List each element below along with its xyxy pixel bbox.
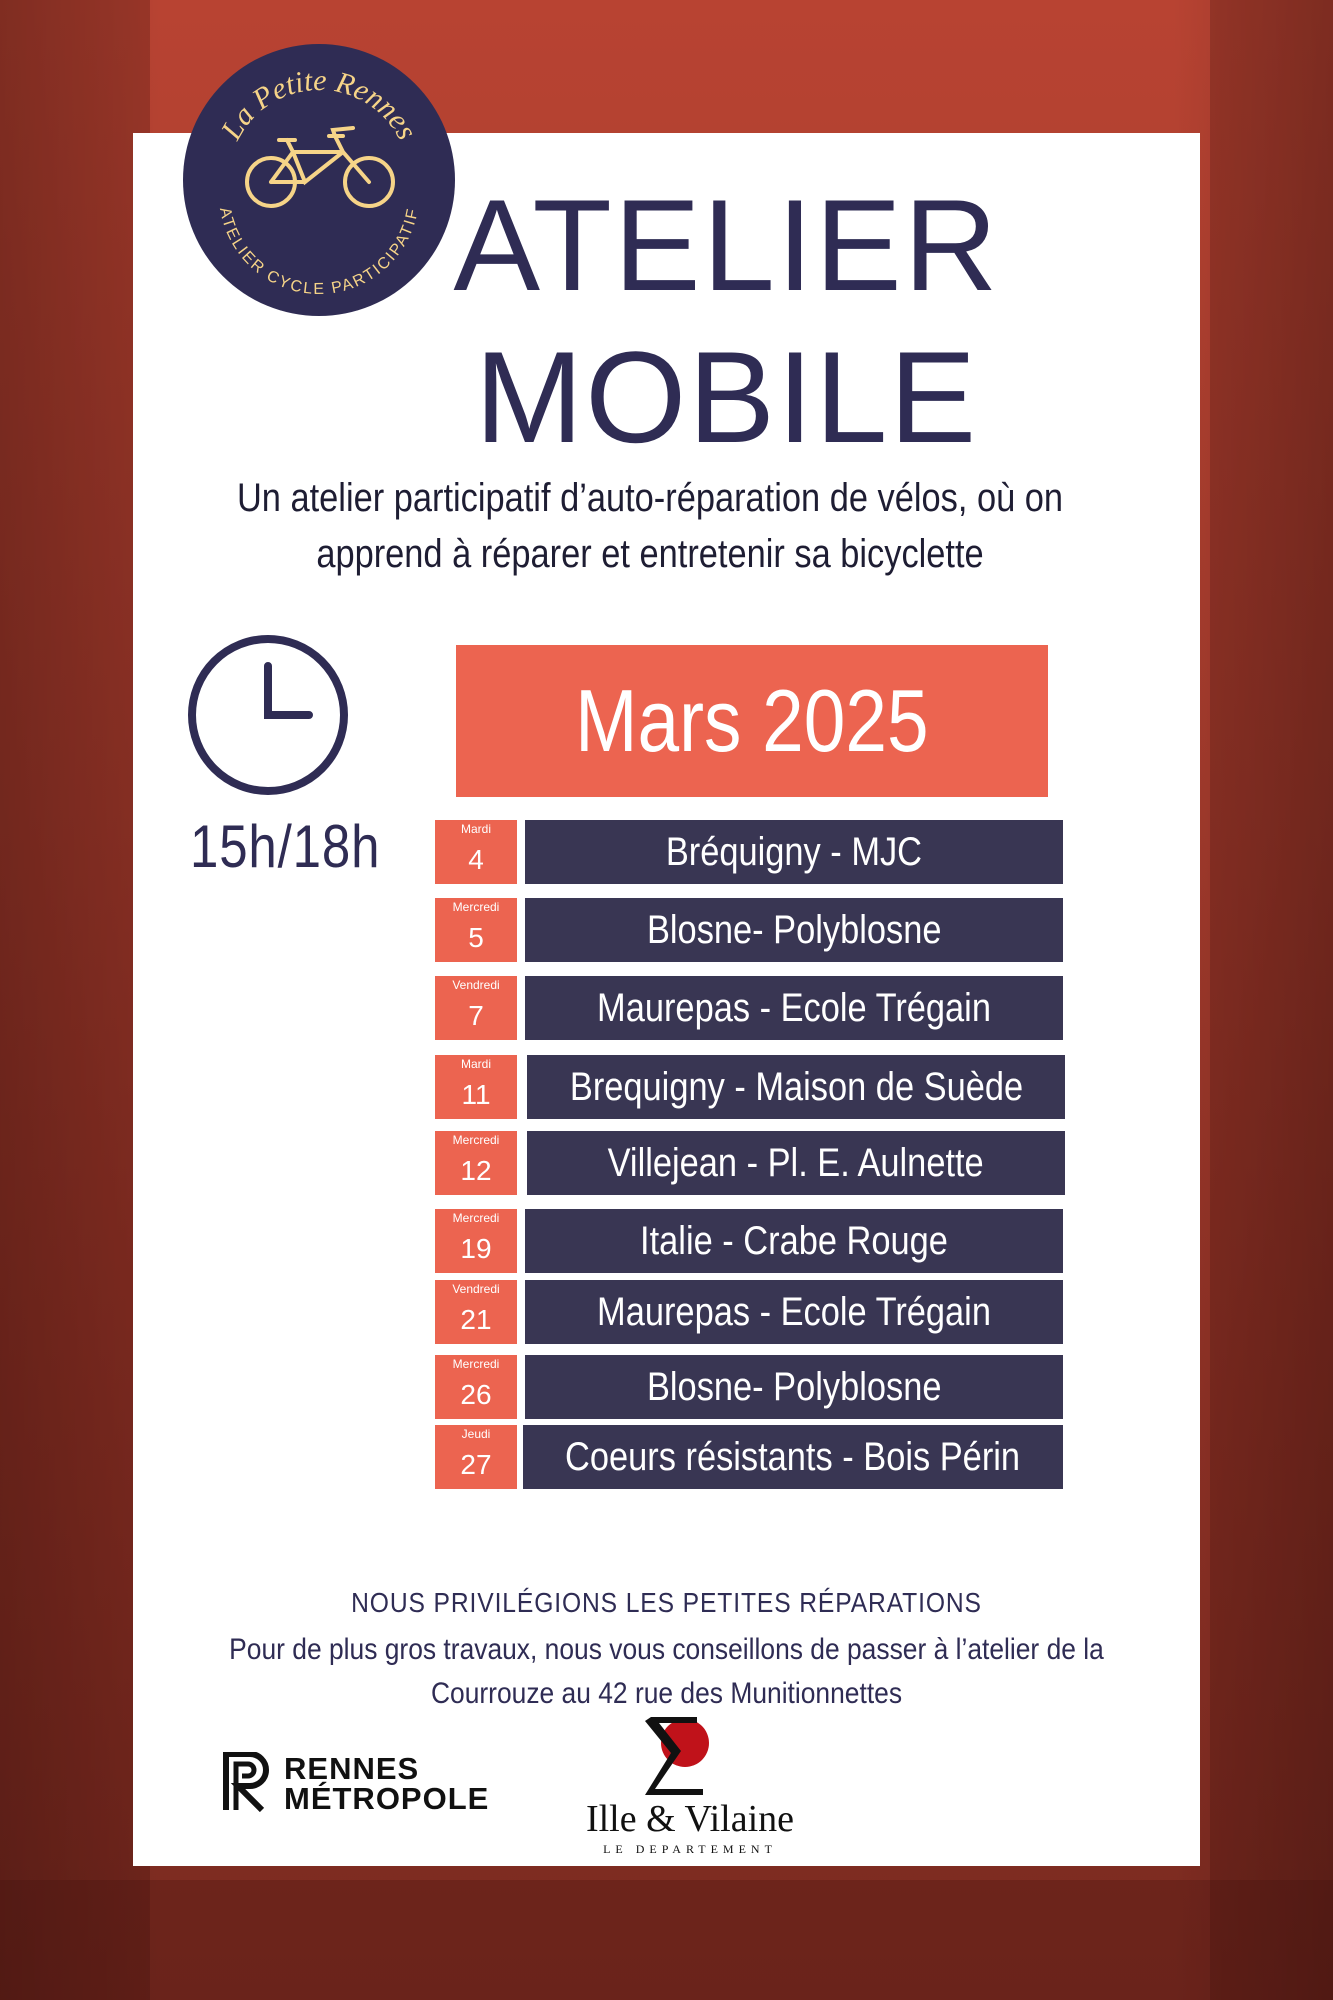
title-line-2: MOBILE	[474, 324, 979, 470]
day-number: 26	[460, 1379, 492, 1410]
location-bar: Blosne- Polyblosne	[525, 1355, 1063, 1419]
location-bar: Italie - Crabe Rouge	[525, 1209, 1063, 1273]
date-badge: Vendredi 7	[435, 976, 517, 1040]
tandem-bike-icon: La Petite Rennes ATELIER CYCLE PARTICIPA…	[214, 64, 423, 298]
footer-headline: NOUS PRIVILÉGIONS LES PETITES RÉPARATION…	[351, 1587, 982, 1618]
weekday-label: Mercredi	[452, 1211, 500, 1225]
date-badge: Mardi 4	[435, 820, 517, 884]
location-label: Villejean - Pl. E. Aulnette	[607, 1141, 985, 1185]
schedule-row: Vendredi 7 Maurepas - Ecole Trégain	[0, 976, 1333, 1040]
schedule-row: Mardi 4 Bréquigny - MJC	[0, 820, 1333, 884]
location-label: Blosne- Polyblosne	[646, 1365, 942, 1409]
location-bar: Villejean - Pl. E. Aulnette	[527, 1131, 1065, 1195]
opening-hours: 15h/18h	[190, 813, 381, 880]
subtitle-line-1: Un atelier participatif d’auto-réparatio…	[236, 476, 1064, 520]
ille-vilaine-name: Ille & Vilaine	[585, 1798, 795, 1840]
schedule-row: Mercredi 19 Italie - Crabe Rouge	[0, 1209, 1333, 1273]
day-number: 12	[460, 1155, 492, 1186]
location-label: Italie - Crabe Rouge	[640, 1219, 948, 1263]
location-bar: Bréquigny - MJC	[525, 820, 1063, 884]
location-bar: Brequigny - Maison de Suède	[527, 1055, 1065, 1119]
clock-icon	[188, 635, 348, 795]
date-badge: Mardi 11	[435, 1055, 517, 1119]
schedule-row: Vendredi 21 Maurepas - Ecole Trégain	[0, 1280, 1333, 1344]
location-label: Maurepas - Ecole Trégain	[597, 1290, 991, 1334]
day-number: 27	[460, 1449, 492, 1480]
location-bar: Maurepas - Ecole Trégain	[525, 1280, 1063, 1344]
day-number: 4	[468, 844, 484, 875]
location-label: Coeurs résistants - Bois Périn	[565, 1435, 1021, 1479]
month-label: Mars 2025	[575, 671, 929, 770]
day-number: 11	[461, 1079, 491, 1110]
date-badge: Mercredi 5	[435, 898, 517, 962]
rennes-metropole-logo: RENNES MÉTROPOLE	[284, 1751, 490, 1816]
location-label: Bréquigny - MJC	[665, 830, 923, 874]
footer-line-3: Courrouze au 42 rue des Munitionnettes	[430, 1677, 903, 1710]
weekday-label: Mercredi	[452, 900, 500, 914]
day-number: 21	[460, 1304, 492, 1335]
date-badge: Jeudi 27	[435, 1425, 517, 1489]
weekday-label: Mardi	[460, 822, 491, 836]
schedule-row: Mercredi 12 Villejean - Pl. E. Aulnette	[0, 1131, 1333, 1195]
day-number: 5	[468, 922, 484, 953]
date-badge: Vendredi 21	[435, 1280, 517, 1344]
month-banner: Mars 2025	[456, 645, 1048, 797]
day-number: 7	[468, 1000, 484, 1031]
subtitle-line-2: apprend à réparer et entretenir sa bicyc…	[316, 532, 984, 576]
weekday-label: Mercredi	[452, 1357, 500, 1371]
date-badge: Mercredi 26	[435, 1355, 517, 1419]
svg-text:La Petite Rennes: La Petite Rennes	[214, 64, 423, 146]
location-bar: Coeurs résistants - Bois Périn	[523, 1425, 1063, 1489]
logo-name: La Petite Rennes	[214, 64, 423, 146]
date-badge: Mercredi 12	[435, 1131, 517, 1195]
weekday-label: Mardi	[460, 1057, 491, 1071]
weekday-label: Vendredi	[452, 978, 500, 992]
schedule-row: Mercredi 26 Blosne- Polyblosne	[0, 1355, 1333, 1419]
weekday-label: Mercredi	[452, 1133, 500, 1147]
location-bar: Blosne- Polyblosne	[525, 898, 1063, 962]
location-bar: Maurepas - Ecole Trégain	[525, 976, 1063, 1040]
ille-vilaine-sub: LE DEPARTEMENT	[603, 1842, 777, 1856]
ille-vilaine-emblem-icon	[645, 1717, 709, 1795]
logo-badge: La Petite Rennes ATELIER CYCLE PARTICIPA…	[183, 44, 455, 316]
schedule-row: Jeudi 27 Coeurs résistants - Bois Périn	[0, 1425, 1333, 1489]
rennes-line-1: RENNES	[284, 1751, 420, 1786]
footer-line-2: Pour de plus gros travaux, nous vous con…	[229, 1633, 1104, 1666]
day-number: 19	[460, 1233, 492, 1264]
title-line-1: ATELIER	[453, 172, 1000, 318]
rennes-line-2: MÉTROPOLE	[284, 1781, 490, 1816]
location-label: Blosne- Polyblosne	[646, 908, 942, 952]
location-label: Brequigny - Maison de Suède	[569, 1065, 1023, 1109]
location-label: Maurepas - Ecole Trégain	[597, 986, 991, 1030]
schedule-row: Mercredi 5 Blosne- Polyblosne	[0, 898, 1333, 962]
weekday-label: Jeudi	[461, 1427, 491, 1441]
rennes-metropole-logo-icon	[223, 1752, 269, 1812]
subtitle: Un atelier participatif d’auto-réparatio…	[220, 470, 1080, 582]
schedule-row: Mardi 11 Brequigny - Maison de Suède	[0, 1055, 1333, 1119]
date-badge: Mercredi 19	[435, 1209, 517, 1273]
weekday-label: Vendredi	[452, 1282, 500, 1296]
